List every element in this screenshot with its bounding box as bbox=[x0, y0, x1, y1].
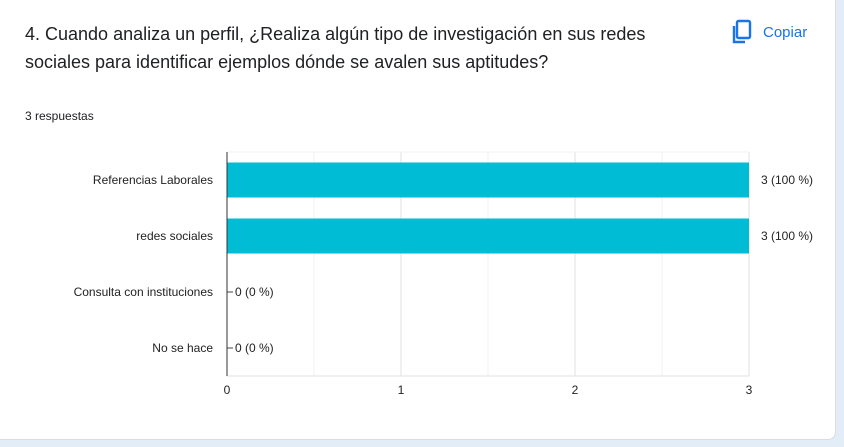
copy-label: Copiar bbox=[763, 23, 808, 41]
x-tick-label: 2 bbox=[572, 383, 579, 397]
bar bbox=[227, 162, 749, 198]
category-label: Consulta con instituciones bbox=[74, 285, 213, 299]
copy-icon bbox=[731, 19, 753, 45]
data-label: 3 (100 %) bbox=[761, 173, 813, 187]
x-tick-label: 0 bbox=[224, 383, 231, 397]
bar-chart: Referencias Laborales 3 (100 %) redes soci… bbox=[74, 151, 813, 397]
x-tick-label: 3 bbox=[746, 383, 753, 397]
data-label: 0 (0 %) bbox=[235, 341, 274, 355]
category-label: No se hace bbox=[152, 341, 213, 355]
category-label: redes sociales bbox=[136, 229, 213, 243]
data-label: 0 (0 %) bbox=[235, 285, 274, 299]
copy-button[interactable]: Copiar bbox=[727, 17, 811, 47]
bar bbox=[227, 218, 749, 254]
question-card: 4. Cuando analiza un perfil, ¿Realiza al… bbox=[0, 0, 836, 440]
x-tick-label: 1 bbox=[398, 383, 405, 397]
responses-count: 3 respuestas bbox=[25, 109, 94, 123]
category-label: Referencias Laborales bbox=[93, 173, 213, 187]
question-title: 4. Cuando analiza un perfil, ¿Realiza al… bbox=[25, 24, 646, 72]
data-label: 3 (100 %) bbox=[761, 229, 813, 243]
